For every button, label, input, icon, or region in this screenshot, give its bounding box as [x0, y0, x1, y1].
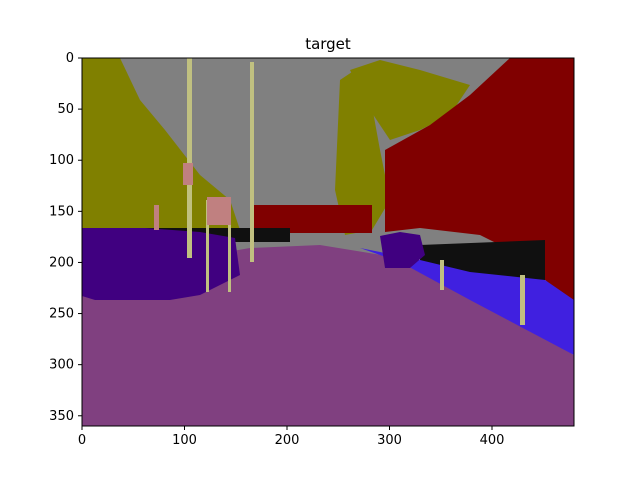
axes-frame [81, 57, 575, 427]
vegetation-left [82, 58, 240, 230]
y-tick-label: 300 [49, 358, 74, 373]
y-tick-label: 200 [49, 255, 74, 270]
y-tick-label: 50 [57, 102, 74, 117]
y-tick-label: 350 [49, 409, 74, 424]
sidewalk-region [360, 248, 574, 355]
pole-5 [520, 275, 525, 325]
sign-2 [183, 163, 193, 185]
x-tick-label: 200 [275, 433, 300, 448]
car-right [380, 232, 425, 268]
car-left [82, 228, 240, 300]
pole-3 [206, 200, 209, 292]
chart-title: target [305, 35, 351, 53]
vegetation-center [335, 70, 390, 235]
pole-2 [250, 62, 254, 262]
pole-1 [187, 58, 192, 258]
pole-6 [440, 260, 444, 290]
x-axis: 0 100 200 300 400 [78, 426, 505, 448]
pole-4 [228, 200, 231, 292]
sign-1 [207, 197, 231, 225]
y-axis: 0 50 100 150 200 250 300 350 [49, 51, 82, 424]
x-tick-label: 300 [377, 433, 402, 448]
y-tick-label: 250 [49, 307, 74, 322]
x-tick-label: 0 [78, 433, 86, 448]
sign-3 [154, 205, 159, 230]
x-tick-label: 100 [172, 433, 197, 448]
y-tick-label: 100 [49, 153, 74, 168]
y-tick-label: 150 [49, 204, 74, 219]
x-tick-label: 400 [480, 433, 505, 448]
image-area [81, 57, 575, 427]
y-tick-label: 0 [66, 51, 74, 66]
